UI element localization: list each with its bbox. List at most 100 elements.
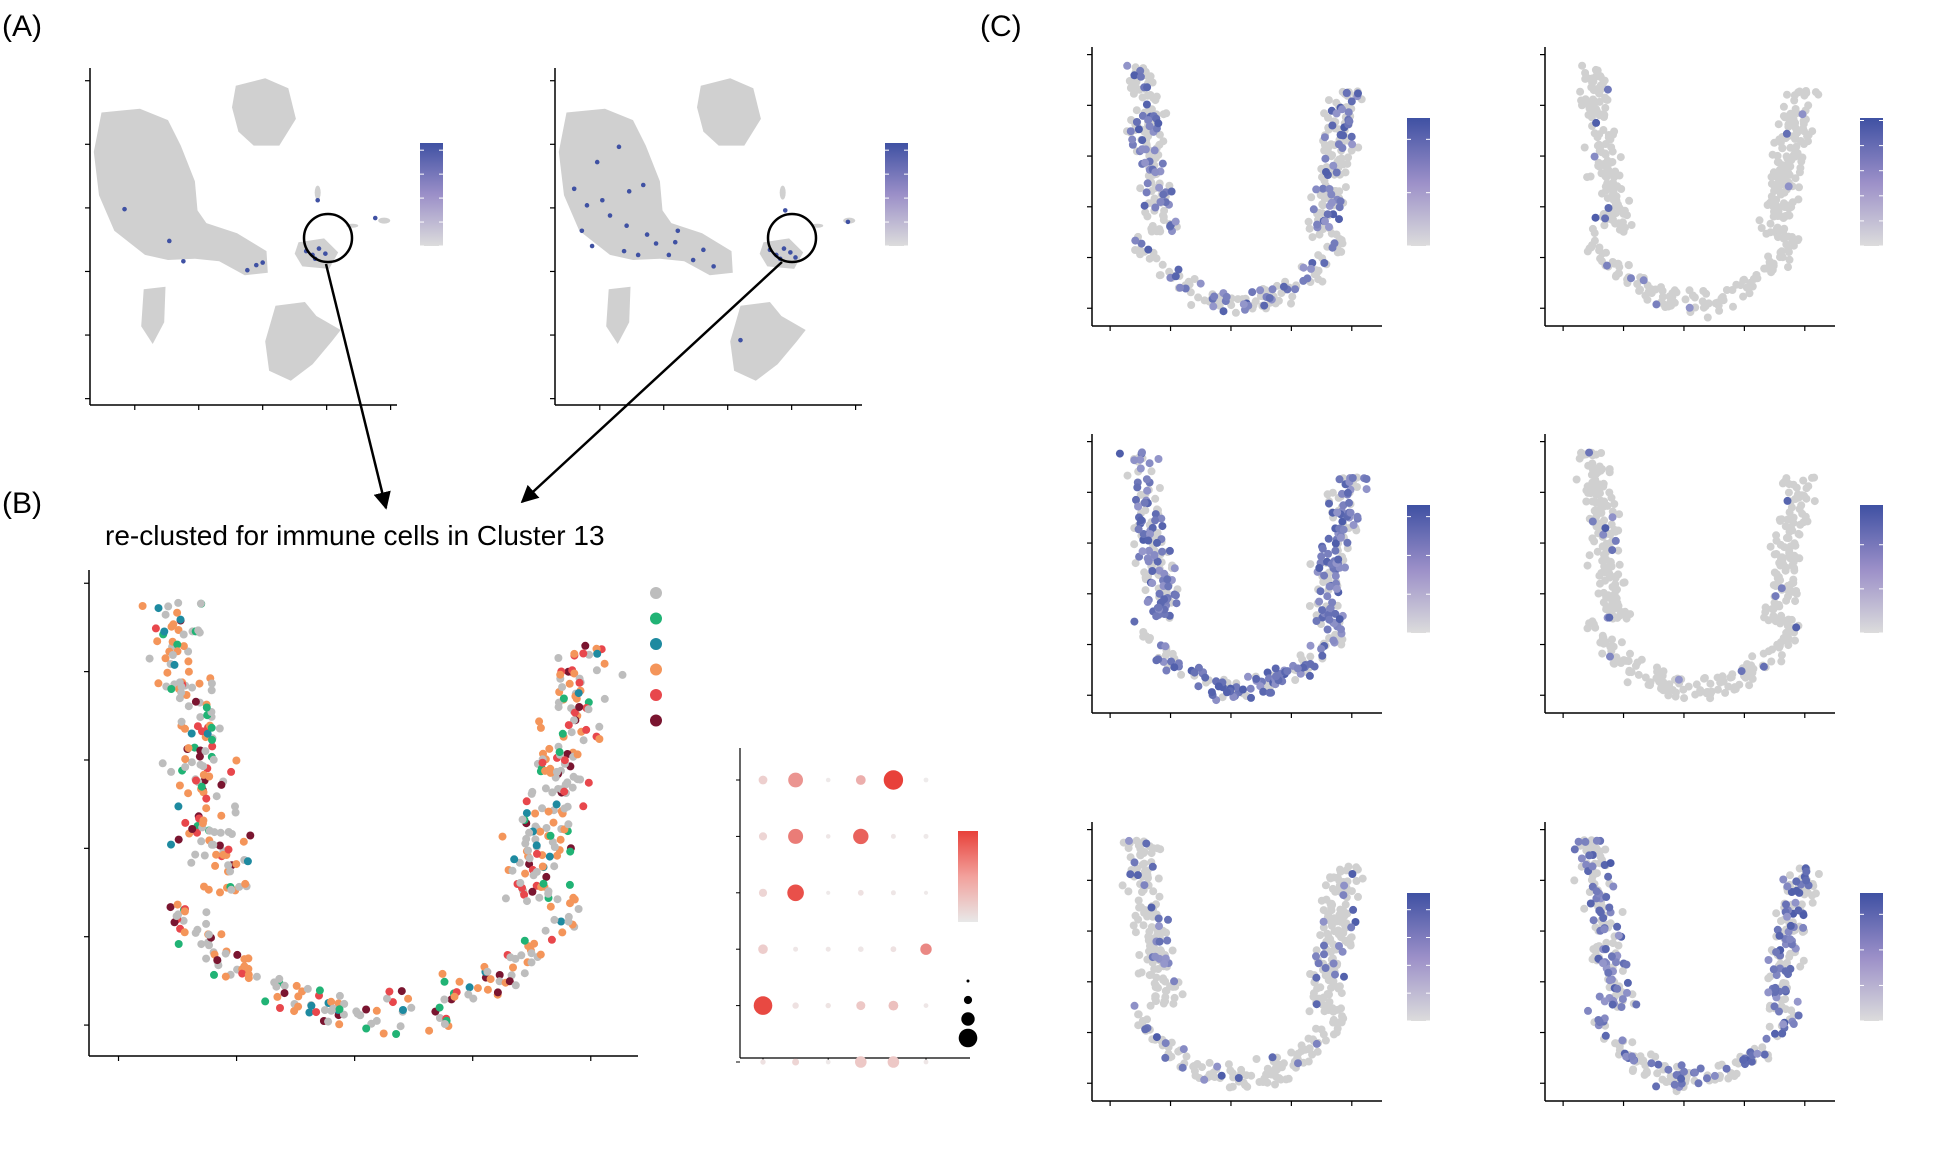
cluster-cell	[440, 995, 449, 1004]
grey-cell	[1169, 999, 1178, 1008]
grey-cell	[1326, 873, 1334, 882]
grey-cell	[1808, 898, 1817, 907]
cluster-cell	[169, 620, 178, 629]
cluster-cell	[294, 1002, 303, 1011]
cluster-cell	[440, 1020, 449, 1028]
dot-mark	[923, 833, 929, 839]
grey-cell	[1329, 1018, 1338, 1027]
expressing-cell	[1328, 598, 1337, 607]
expressing-cell	[594, 159, 600, 165]
cluster-cell	[547, 935, 556, 944]
grey-cell	[1146, 634, 1154, 642]
cluster-cell	[531, 835, 540, 844]
cluster-cell	[335, 1020, 344, 1029]
grey-cell	[1597, 148, 1606, 157]
expressing-cell	[1141, 1025, 1150, 1034]
grey-cell	[1145, 934, 1154, 943]
grey-cell	[1589, 109, 1598, 118]
cluster-cell	[517, 951, 526, 960]
grey-cell	[1785, 952, 1794, 961]
grey-cell	[1596, 254, 1605, 263]
grey-cell	[1296, 651, 1305, 660]
dot-mark	[857, 889, 864, 896]
cluster-cell	[215, 724, 224, 733]
grey-cell	[1625, 668, 1634, 677]
expressing-cell	[1309, 205, 1318, 214]
expressing-cell	[1256, 286, 1265, 295]
expressing-cell	[607, 213, 613, 218]
expressing-cell	[1252, 674, 1261, 683]
cluster-cell	[564, 721, 573, 730]
cluster-cell	[510, 855, 519, 864]
dot-mark	[793, 946, 799, 952]
grey-cell	[1570, 876, 1579, 885]
grey-cell	[1608, 147, 1617, 156]
cluster-cell	[367, 1019, 376, 1028]
grey-cell	[1320, 109, 1329, 118]
expressing-cell	[1321, 964, 1330, 972]
expressing-cell	[1353, 512, 1362, 521]
grey-cell	[1324, 976, 1333, 985]
grey-cell	[1338, 635, 1347, 644]
grey-cell	[1636, 285, 1645, 294]
cluster-cell	[558, 928, 567, 937]
expressing-cell	[1777, 584, 1786, 593]
expressing-cell	[738, 337, 743, 343]
grey-cell	[1771, 582, 1780, 590]
expressing-cell	[1142, 839, 1151, 848]
expressing-cell	[1585, 851, 1594, 860]
grey-cell	[1768, 645, 1777, 654]
expressing-cell	[1351, 918, 1360, 926]
grey-cell	[1588, 224, 1597, 233]
cluster-cell	[192, 776, 200, 785]
cluster-cell	[187, 758, 196, 767]
cluster-cell	[581, 641, 590, 650]
grey-cell	[1305, 1007, 1314, 1016]
grey-cell	[1141, 208, 1150, 217]
expressing-cell	[1794, 1011, 1803, 1020]
expressing-cell	[1331, 546, 1340, 555]
grey-cell	[1323, 490, 1332, 499]
grey-cell	[1134, 969, 1143, 978]
cluster-cell	[520, 890, 529, 899]
grey-cell	[1606, 530, 1615, 539]
grey-cell	[1612, 209, 1621, 218]
cluster-cell	[292, 981, 301, 990]
expressing-cell	[1613, 984, 1622, 993]
expressing-cell	[1592, 118, 1601, 127]
expressing-cell	[1362, 475, 1371, 483]
grey-cell	[1337, 1004, 1345, 1013]
expressing-cell	[1318, 651, 1327, 660]
expressing-cell	[1148, 523, 1157, 532]
expressing-cell	[1160, 595, 1169, 604]
grey-cell	[1333, 248, 1342, 257]
small-cluster	[606, 286, 631, 344]
cluster-cell	[219, 850, 228, 859]
grey-cell	[1797, 900, 1806, 909]
expressing-cell	[1154, 119, 1163, 128]
grey-cell	[1653, 663, 1661, 672]
expressing-cell	[1618, 995, 1627, 1004]
expressing-cell	[1219, 307, 1228, 316]
expressing-cell	[1771, 592, 1780, 601]
cluster-cell	[327, 997, 336, 1006]
cluster-cell	[184, 647, 193, 656]
grey-cell	[1607, 520, 1616, 529]
upper-cluster	[697, 78, 761, 146]
grey-cell	[1319, 993, 1328, 1002]
expressing-cell	[1793, 997, 1802, 1006]
expressing-cell	[1299, 263, 1308, 272]
cluster-cell	[539, 879, 548, 888]
expressing-cell	[1348, 474, 1357, 482]
grey-cell	[1353, 483, 1361, 491]
expressing-cell	[1134, 125, 1143, 134]
cluster-cell	[550, 843, 559, 851]
grey-cell	[1791, 134, 1799, 143]
expressing-cell	[1613, 922, 1622, 931]
grey-cell	[1136, 184, 1145, 193]
cluster-cell	[435, 1014, 444, 1022]
cluster-cell	[221, 972, 230, 981]
cluster-cell	[493, 988, 502, 997]
expressing-cell	[579, 228, 585, 234]
cluster-cell	[172, 912, 181, 921]
